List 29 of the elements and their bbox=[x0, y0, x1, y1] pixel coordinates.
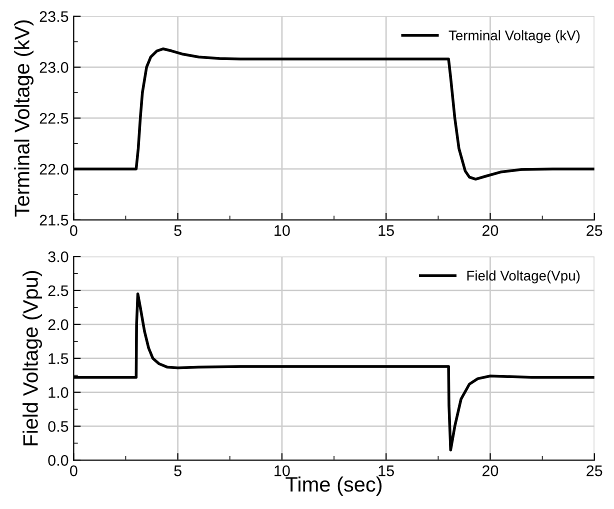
x-axis-title: Time (sec) bbox=[286, 476, 382, 496]
legend-label: Field Voltage(Vpu) bbox=[467, 270, 580, 284]
y-tick-label: 23.0 bbox=[40, 62, 68, 73]
x-tick-label: 10 bbox=[274, 225, 290, 236]
x-tick-label: 5 bbox=[174, 466, 182, 476]
y-tick-label: 0.5 bbox=[48, 421, 68, 432]
y-tick-label: 22.0 bbox=[40, 164, 68, 175]
y-tick-label: 22.5 bbox=[40, 112, 68, 124]
x-tick-label: 20 bbox=[482, 465, 498, 476]
y-tick-label: 3.0 bbox=[48, 251, 68, 262]
x-tick-label: 10 bbox=[274, 465, 290, 476]
y-tick-label: 2.5 bbox=[48, 285, 68, 296]
x-tick-label: 20 bbox=[482, 225, 498, 236]
y-tick-label: 1.0 bbox=[48, 387, 68, 398]
y-tick-label: 2.0 bbox=[48, 319, 68, 330]
legend-label: Terminal Voltage (kV) bbox=[448, 30, 580, 44]
x-tick-label: 15 bbox=[378, 466, 394, 476]
y-axis-title: Field Voltage (Vpu) bbox=[22, 271, 42, 446]
y-tick-label: 21.5 bbox=[40, 214, 68, 226]
y-tick-label: 23.5 bbox=[40, 11, 68, 22]
x-tick-label: 0 bbox=[70, 225, 78, 236]
x-tick-label: 25 bbox=[586, 465, 602, 476]
x-tick-label: 15 bbox=[378, 225, 394, 236]
y-tick-label: 0.0 bbox=[48, 455, 68, 466]
y-axis-title: Terminal Voltage (kV) bbox=[14, 20, 34, 217]
x-tick-label: 25 bbox=[586, 225, 602, 236]
y-tick-label: 1.5 bbox=[48, 353, 68, 364]
x-tick-label: 5 bbox=[174, 225, 182, 236]
x-tick-label: 0 bbox=[70, 465, 78, 476]
